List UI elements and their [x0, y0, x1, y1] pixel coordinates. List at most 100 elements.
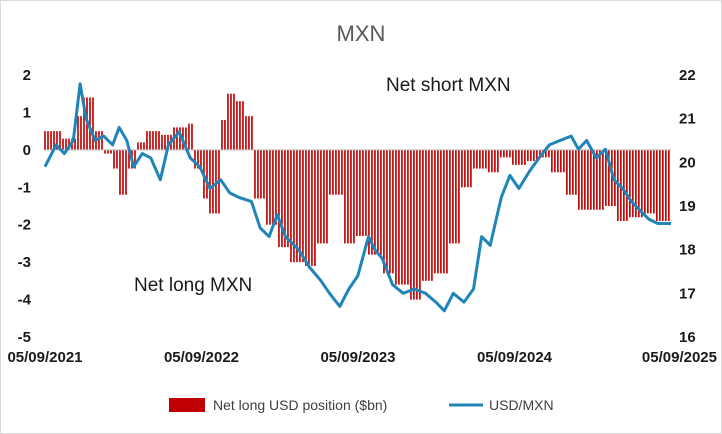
bar-mark	[557, 149, 559, 173]
bar-mark	[260, 149, 262, 199]
bar-mark	[410, 149, 412, 300]
x-tick-label: 05/09/2022	[164, 349, 239, 366]
bar-mark	[305, 149, 307, 266]
bar-mark	[227, 93, 229, 150]
bar-mark	[665, 149, 667, 221]
bar-mark	[359, 149, 361, 236]
bar-mark	[125, 149, 127, 195]
bar-mark	[44, 131, 46, 150]
bar-mark	[347, 149, 349, 244]
bar-mark	[569, 149, 571, 195]
bar-mark	[290, 149, 292, 263]
bar-mark	[668, 149, 670, 221]
bar-mark	[458, 149, 460, 244]
bar-mark	[545, 149, 547, 158]
x-tick-label: 05/09/2025	[642, 349, 717, 366]
bar-mark	[452, 149, 454, 244]
bar-mark	[368, 149, 370, 255]
bar-mark	[482, 149, 484, 169]
bar-mark	[119, 149, 121, 195]
bar-mark	[158, 131, 160, 150]
bar-mark	[407, 149, 409, 285]
bar-mark	[149, 131, 151, 150]
bar-mark	[329, 149, 331, 195]
bar-mark	[476, 149, 478, 169]
bar-mark	[308, 149, 310, 266]
bar-mark	[239, 101, 241, 150]
bar-mark	[53, 131, 55, 150]
bar-mark	[206, 149, 208, 199]
bar-mark	[326, 149, 328, 244]
bar-mark	[188, 123, 190, 150]
bar-mark	[581, 149, 583, 210]
bar-mark	[47, 131, 49, 150]
bar-mark	[392, 149, 394, 274]
bar-mark	[167, 134, 169, 150]
bar-mark	[398, 149, 400, 285]
x-tick-label: 05/09/2021	[7, 349, 82, 366]
bar-mark	[413, 149, 415, 300]
bar-mark	[551, 149, 553, 173]
left-tick-label: -3	[18, 254, 31, 271]
bar-mark	[548, 149, 550, 158]
bar-mark	[623, 149, 625, 221]
bar-mark	[440, 149, 442, 274]
bar-mark	[320, 149, 322, 244]
bar-mark	[479, 149, 481, 169]
legend-bar-label: Net long USD position ($bn)	[213, 397, 387, 413]
bar-mark	[197, 149, 199, 169]
bar-mark	[644, 149, 646, 214]
bar-mark	[461, 149, 463, 188]
bar-mark	[632, 149, 634, 218]
bar-mark	[278, 149, 280, 248]
left-axis-ticks: -5 -4 -3 -2 -1 0 1 2	[18, 67, 32, 346]
bar-mark	[56, 131, 58, 150]
bar-mark	[134, 149, 136, 169]
bar-mark	[344, 149, 346, 244]
right-tick-label: 20	[679, 154, 696, 171]
bar-mark	[575, 149, 577, 195]
bar-mark	[281, 149, 283, 248]
bar-mark	[314, 149, 316, 266]
bar-mark	[332, 149, 334, 195]
bar-mark	[401, 149, 403, 285]
bar-mark	[626, 149, 628, 221]
bar-mark	[266, 149, 268, 225]
bar-mark	[512, 149, 514, 165]
left-tick-label: -2	[18, 217, 31, 234]
bar-mark	[611, 149, 613, 206]
right-tick-label: 17	[679, 285, 696, 302]
bar-mark	[422, 149, 424, 281]
bar-mark	[230, 93, 232, 150]
bar-mark	[164, 134, 166, 150]
bar-mark	[377, 149, 379, 255]
bar-mark	[419, 149, 421, 300]
bar-mark	[629, 149, 631, 218]
bar-mark	[527, 149, 529, 162]
usd-mxn-line	[43, 82, 671, 313]
bar-mark	[536, 149, 538, 162]
bar-mark	[587, 149, 589, 210]
bar-mark	[284, 149, 286, 248]
bar-mark	[515, 149, 517, 165]
right-tick-label: 18	[679, 242, 696, 259]
bar-mark	[65, 138, 67, 150]
bar-mark	[491, 149, 493, 173]
bar-mark	[608, 149, 610, 206]
bar-mark	[272, 149, 274, 225]
bar-mark	[605, 149, 607, 206]
bar-mark	[404, 149, 406, 285]
bar-mark	[389, 149, 391, 274]
x-tick-label: 05/09/2023	[320, 349, 395, 366]
bar-mark	[641, 149, 643, 218]
chart-title: MXN	[337, 21, 386, 46]
bar-mark	[365, 149, 367, 236]
left-tick-label: 0	[23, 142, 31, 159]
bar-mark	[80, 116, 82, 150]
bar-mark	[311, 149, 313, 266]
left-tick-label: -5	[18, 329, 31, 346]
bar-mark	[191, 123, 193, 150]
bar-mark	[152, 131, 154, 150]
